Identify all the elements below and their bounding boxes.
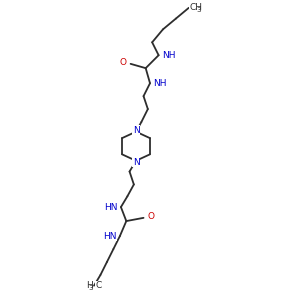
Text: 3: 3 (88, 286, 93, 292)
Text: N: N (133, 158, 140, 166)
Text: HN: HN (103, 232, 117, 241)
Text: CH: CH (190, 3, 203, 12)
Text: C: C (96, 281, 102, 290)
Text: O: O (120, 58, 127, 67)
Text: H: H (86, 281, 93, 290)
Text: 3: 3 (197, 8, 201, 14)
Text: O: O (147, 212, 155, 221)
Text: N: N (133, 126, 140, 135)
Text: HN: HN (104, 202, 118, 211)
Text: NH: NH (153, 79, 167, 88)
Text: NH: NH (162, 51, 175, 60)
